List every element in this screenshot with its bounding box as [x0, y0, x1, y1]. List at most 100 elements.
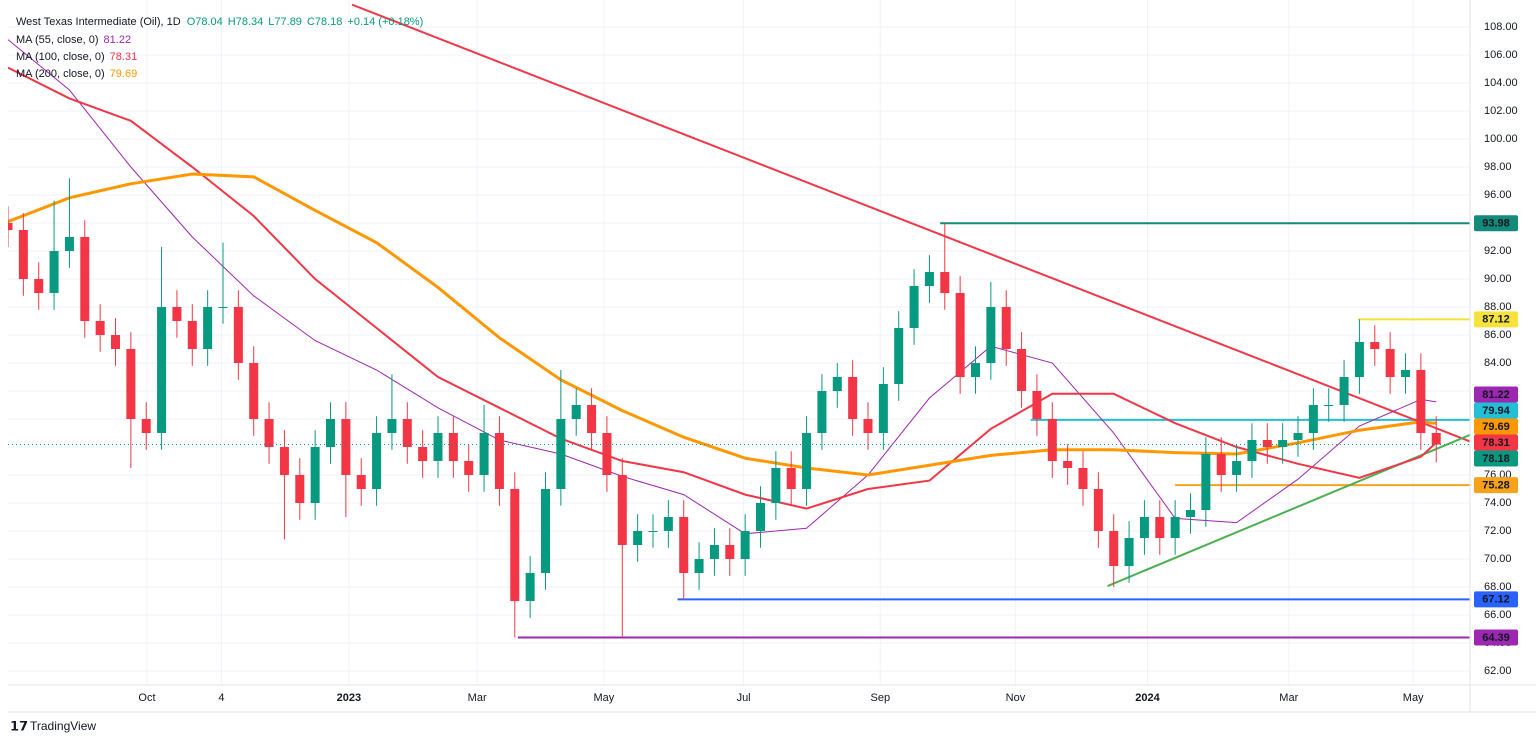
- y-tick-label: 102.00: [1484, 105, 1518, 117]
- candle-body: [126, 349, 136, 420]
- candle-body: [1324, 405, 1334, 407]
- x-tick-label: 2023: [337, 692, 361, 704]
- legend-entry: MA (200, close, 0) 79.69: [16, 68, 137, 80]
- legend-value: 78.31: [110, 51, 138, 63]
- candle-body: [1416, 370, 1426, 434]
- price-badge: [1474, 629, 1518, 646]
- candle-body: [740, 531, 750, 560]
- legend-name: MA (200, close, 0): [16, 68, 105, 80]
- candle-body: [894, 328, 904, 385]
- price-badge: [1474, 311, 1518, 328]
- candle-body: [494, 433, 504, 490]
- candle-body: [725, 545, 735, 560]
- candle-body: [786, 468, 796, 490]
- y-tick-label: 74.00: [1484, 497, 1512, 509]
- candle-body: [18, 230, 28, 280]
- candle-body: [1247, 440, 1257, 462]
- legend-value: 81.22: [104, 34, 132, 46]
- candle-body: [694, 559, 704, 574]
- candle-body: [1308, 405, 1318, 434]
- price-badge-label: 79.69: [1482, 421, 1510, 433]
- price-badge: [1474, 215, 1518, 232]
- y-tick-label: 70.00: [1484, 553, 1512, 565]
- candle-body: [556, 419, 566, 490]
- candle-body: [1262, 440, 1272, 448]
- candle-body: [326, 419, 335, 448]
- y-tick-label: 86.00: [1484, 329, 1512, 341]
- brand: 𝟭𝟳 TradingView: [10, 718, 96, 733]
- price-badge: [1474, 591, 1518, 608]
- candle-body: [1170, 517, 1180, 539]
- candle-body: [1354, 342, 1364, 378]
- candle-body: [1401, 370, 1410, 378]
- candle-body: [218, 307, 228, 309]
- chart-title: West Texas Intermediate (Oil), 1D: [16, 16, 181, 28]
- candle-body: [971, 363, 980, 378]
- candle-body: [1032, 391, 1042, 420]
- price-badge-label: 67.12: [1482, 594, 1510, 606]
- candle-body: [187, 321, 197, 350]
- legend: West Texas Intermediate (Oil), 1D MA (55…: [16, 16, 423, 80]
- y-tick-label: 90.00: [1484, 273, 1512, 285]
- y-tick-label: 72.00: [1484, 525, 1512, 537]
- price-badge: [1474, 418, 1518, 435]
- price-badge-label: 75.28: [1482, 479, 1510, 491]
- candle-body: [1385, 349, 1395, 378]
- candle-body: [1232, 461, 1242, 476]
- candle-body: [310, 447, 320, 504]
- candle-body: [1139, 517, 1149, 539]
- candle-body: [648, 531, 658, 533]
- candle-body: [141, 419, 151, 434]
- candle-body: [34, 279, 44, 294]
- candle-body: [264, 419, 274, 448]
- price-badge: [1474, 386, 1518, 403]
- candle-body: [279, 447, 289, 476]
- candle-body: [1370, 342, 1380, 350]
- candle-body: [95, 321, 105, 336]
- candle-body: [80, 237, 90, 322]
- y-tick-label: 88.00: [1484, 301, 1512, 313]
- legend-entry: MA (55, close, 0) 81.22: [16, 34, 131, 46]
- y-tick-label: 62.00: [1484, 665, 1512, 677]
- candle-body: [587, 405, 597, 434]
- candle-body: [111, 335, 120, 350]
- candle-body: [1278, 440, 1288, 448]
- price-badge-label: 79.94: [1482, 405, 1510, 417]
- x-tick-label: Mar: [468, 692, 487, 704]
- price-badge-label: 78.18: [1482, 453, 1510, 465]
- candle-body: [1431, 433, 1441, 445]
- legend-entry: MA (100, close, 0) 78.31: [16, 51, 137, 63]
- x-tick-label: Mar: [1279, 692, 1298, 704]
- candle-body: [249, 363, 259, 420]
- candle-body: [802, 433, 812, 490]
- candle-body: [1124, 538, 1134, 567]
- quote-item: +0.14 (+0.18%): [347, 16, 423, 28]
- quote-item: C78.18: [307, 16, 342, 28]
- candle-body: [986, 307, 996, 364]
- candle-body: [341, 419, 351, 476]
- candle-body: [433, 433, 443, 462]
- x-tick-label: May: [1403, 692, 1424, 704]
- candle-body: [817, 391, 827, 434]
- candle-body: [356, 475, 366, 490]
- price-badge: [1474, 450, 1518, 467]
- price-badge: [1474, 434, 1518, 451]
- price-badge-label: 81.22: [1482, 389, 1510, 401]
- quote-item: L77.89: [268, 16, 302, 28]
- candle-body: [878, 384, 888, 434]
- candle-body: [295, 475, 305, 504]
- candle-body: [679, 517, 689, 574]
- price-badge: [1474, 402, 1518, 419]
- candle-body: [771, 468, 781, 504]
- candle-body: [924, 272, 934, 287]
- y-tick-label: 66.00: [1484, 609, 1512, 621]
- y-tick-label: 68.00: [1484, 581, 1512, 593]
- candle-body: [832, 377, 842, 392]
- candle-body: [1293, 433, 1303, 441]
- y-tick-label: 96.00: [1484, 189, 1512, 201]
- candle-body: [64, 237, 74, 252]
- price-badge-label: 93.98: [1482, 218, 1510, 230]
- candle-body: [709, 545, 719, 560]
- candle-body: [1339, 377, 1349, 406]
